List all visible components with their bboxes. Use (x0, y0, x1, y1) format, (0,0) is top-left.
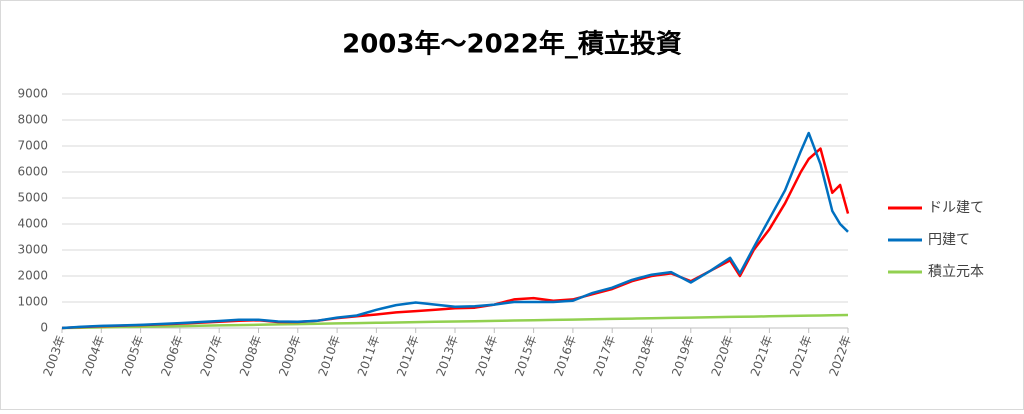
legend-label: ドル建て (928, 200, 984, 216)
y-tick-label: 0 (40, 321, 48, 335)
legend-label: 円建て (928, 232, 970, 248)
y-tick-label: 7000 (17, 139, 48, 153)
y-tick-label: 5000 (17, 191, 48, 205)
chart-title: 2003年～2022年_積立投資 (342, 29, 682, 60)
y-tick-label: 3000 (17, 243, 48, 257)
series-line (61, 131, 849, 330)
y-tick-label: 6000 (17, 165, 48, 179)
y-tick-label: 8000 (17, 113, 48, 127)
y-tick-label: 4000 (17, 217, 48, 231)
y-tick-label: 1000 (17, 295, 48, 309)
series-line (61, 313, 849, 330)
y-tick-label: 2000 (17, 269, 48, 283)
y-tick-label: 9000 (17, 87, 48, 101)
legend-label: 積立元本 (928, 264, 984, 280)
